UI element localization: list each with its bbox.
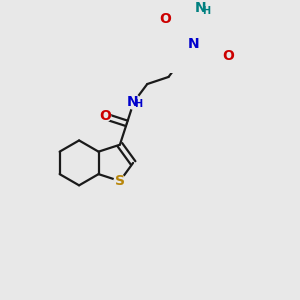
Circle shape	[114, 175, 126, 187]
Text: N: N	[195, 1, 207, 15]
Circle shape	[224, 50, 234, 61]
Text: O: O	[160, 12, 172, 26]
Circle shape	[127, 95, 141, 109]
Text: H: H	[134, 99, 142, 110]
Circle shape	[100, 111, 111, 122]
Text: N: N	[188, 37, 199, 51]
Text: S: S	[115, 174, 125, 188]
Text: O: O	[223, 49, 235, 62]
Text: H: H	[202, 5, 210, 16]
Circle shape	[194, 1, 208, 15]
Circle shape	[160, 14, 171, 24]
Text: O: O	[100, 110, 111, 123]
Circle shape	[188, 38, 199, 49]
Text: N: N	[127, 95, 138, 109]
